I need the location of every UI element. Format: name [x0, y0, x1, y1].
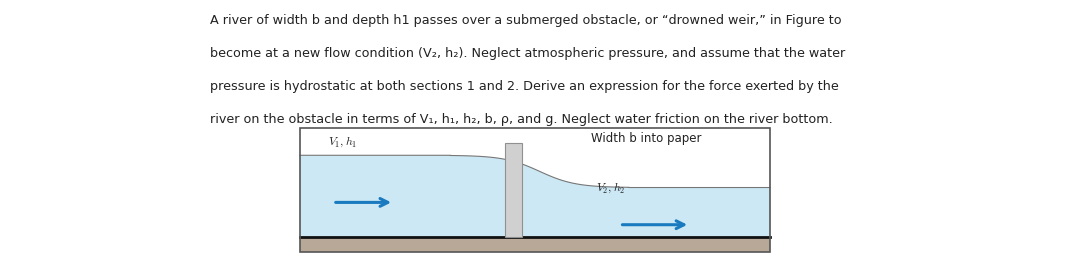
- Text: Width b into paper: Width b into paper: [592, 132, 702, 145]
- Text: A river of width b and depth h1 passes over a submerged obstacle, or “drowned we: A river of width b and depth h1 passes o…: [210, 14, 841, 27]
- Bar: [505, 143, 523, 237]
- Text: $V_2, h_2$: $V_2, h_2$: [596, 181, 625, 195]
- Polygon shape: [300, 237, 770, 252]
- Bar: [300, 128, 770, 252]
- Text: river on the obstacle in terms of V₁, h₁, h₂, b, ρ, and g. Neglect water frictio: river on the obstacle in terms of V₁, h₁…: [210, 113, 833, 126]
- Polygon shape: [300, 155, 770, 237]
- Text: become at a new flow condition (V₂, h₂). Neglect atmospheric pressure, and assum: become at a new flow condition (V₂, h₂).…: [210, 47, 846, 60]
- Text: pressure is hydrostatic at both sections 1 and 2. Derive an expression for the f: pressure is hydrostatic at both sections…: [210, 80, 839, 93]
- Text: $V_1, h_1$: $V_1, h_1$: [328, 135, 357, 149]
